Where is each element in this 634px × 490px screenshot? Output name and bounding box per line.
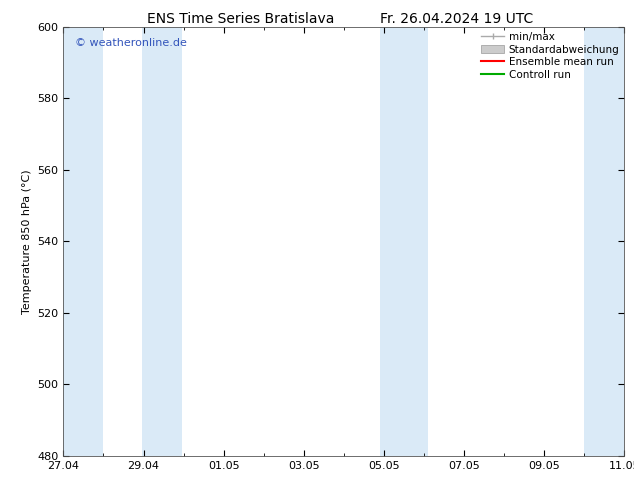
Text: Fr. 26.04.2024 19 UTC: Fr. 26.04.2024 19 UTC (380, 12, 533, 26)
Bar (63, 27, 103, 456)
Bar (141, 27, 181, 456)
Bar (585, 27, 624, 456)
Bar (380, 27, 428, 456)
Y-axis label: Temperature 850 hPa (°C): Temperature 850 hPa (°C) (22, 169, 32, 314)
Text: © weatheronline.de: © weatheronline.de (75, 38, 186, 48)
Text: ENS Time Series Bratislava: ENS Time Series Bratislava (147, 12, 335, 26)
Legend: min/max, Standardabweichung, Ensemble mean run, Controll run: min/max, Standardabweichung, Ensemble me… (479, 30, 621, 82)
